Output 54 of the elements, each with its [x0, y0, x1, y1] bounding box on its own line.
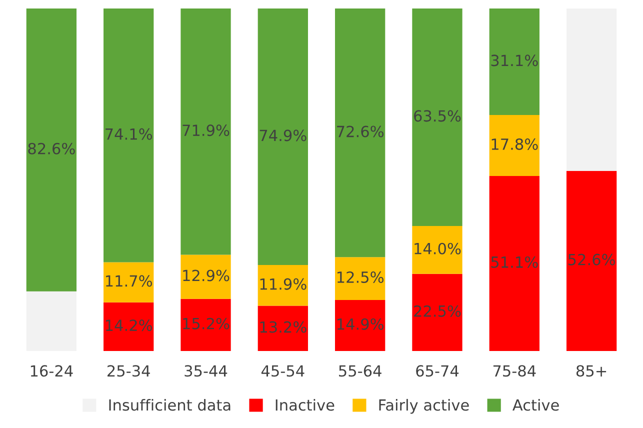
legend-label: Insufficient data — [109, 398, 230, 411]
bar — [335, 257, 386, 300]
bar — [258, 265, 308, 306]
data-label: 51.1% — [491, 256, 538, 268]
data-label: 11.9% — [260, 278, 306, 290]
bar — [258, 306, 308, 351]
data-label: 14.2% — [106, 320, 152, 332]
x-tick-label: 65-74 — [416, 365, 459, 377]
data-label: 74.1% — [106, 128, 152, 140]
bar — [489, 115, 540, 176]
bar — [335, 8, 386, 258]
bar — [26, 8, 77, 292]
bar — [258, 8, 308, 266]
data-label: 63.5% — [414, 110, 461, 122]
x-tick-label: 85+ — [576, 365, 606, 377]
x-tick-label: 25-34 — [108, 365, 150, 377]
data-label: 11.7% — [106, 275, 152, 287]
bar — [489, 176, 540, 351]
data-label: 74.9% — [260, 130, 306, 142]
data-label: 72.6% — [337, 126, 384, 138]
data-label: 82.6% — [28, 142, 75, 154]
legend-label: Inactive — [276, 398, 334, 411]
data-label: 14.9% — [337, 318, 384, 330]
x-tick-label: 55-64 — [339, 365, 382, 377]
data-label: 71.9% — [182, 124, 230, 136]
bar — [180, 298, 231, 351]
bar — [104, 8, 154, 262]
bar — [335, 300, 386, 351]
data-label: 31.1% — [491, 54, 538, 66]
bar — [566, 170, 617, 351]
data-label: 22.5% — [414, 305, 461, 317]
bar — [412, 8, 462, 226]
data-label: 12.9% — [183, 270, 230, 282]
bar — [412, 226, 462, 274]
bar — [412, 274, 462, 351]
data-label: 12.5% — [337, 271, 384, 283]
data-label: 14.0% — [414, 242, 461, 254]
bar — [180, 254, 231, 299]
x-tick-label: 75-84 — [493, 365, 536, 377]
data-label: 17.8% — [492, 138, 538, 150]
x-tick-label: 45-54 — [261, 365, 304, 377]
legend-label: Active — [512, 398, 559, 411]
data-label: 52.6% — [568, 254, 615, 266]
legend-label: Fairly active — [379, 398, 469, 414]
bar — [566, 8, 617, 171]
x-tick-label: 16-24 — [30, 365, 73, 377]
bar — [104, 302, 154, 351]
bar — [26, 291, 77, 351]
bar — [180, 8, 231, 255]
data-label: 13.2% — [260, 321, 306, 333]
data-label: 15.2% — [183, 318, 230, 330]
bar — [489, 8, 540, 116]
bar — [104, 262, 154, 302]
x-tick-label: 35-44 — [184, 365, 228, 377]
